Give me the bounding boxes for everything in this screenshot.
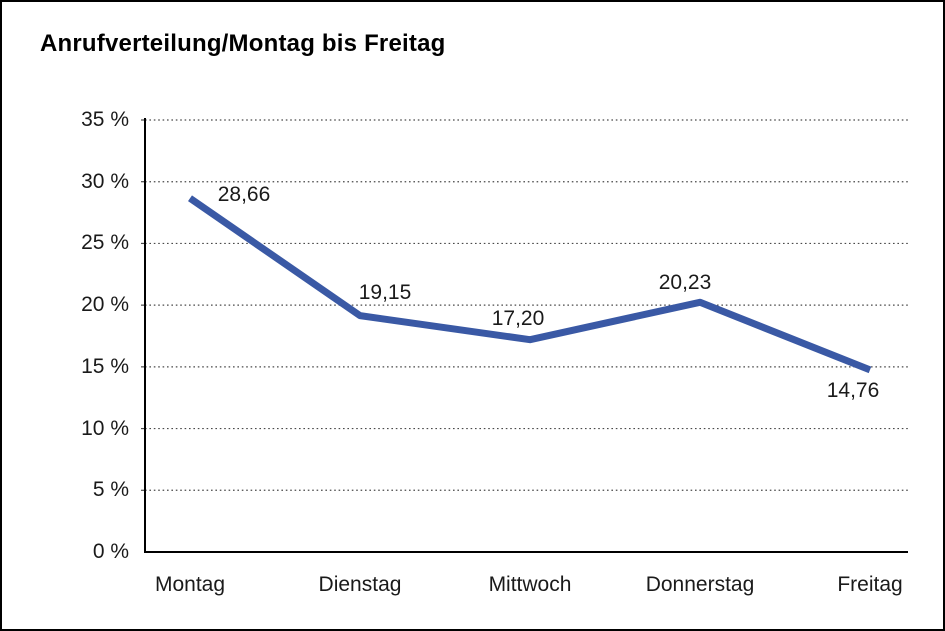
x-axis-label: Dienstag <box>318 573 402 596</box>
data-point-label: 19,15 <box>358 280 412 304</box>
y-axis-label: 0 % <box>92 540 129 563</box>
data-point-label: 28,66 <box>217 183 271 207</box>
y-axis-label: 15 % <box>81 354 129 378</box>
x-axis-label: Freitag <box>837 573 903 596</box>
chart-title: Anrufverteilung/Montag bis Freitag <box>40 30 446 57</box>
x-axis-label: Donnerstag <box>645 573 755 596</box>
y-axis-label: 20 % <box>81 293 129 317</box>
y-axis-label: 5 % <box>92 478 129 502</box>
series-line <box>188 195 872 374</box>
data-point-label: 17,20 <box>491 306 545 330</box>
y-axis-label: 10 % <box>81 416 129 440</box>
data-point-label: 20,23 <box>658 271 712 295</box>
x-axis-label: Montag <box>154 573 226 596</box>
y-axis-label: 30 % <box>81 169 129 193</box>
data-point-label: 14,76 <box>826 378 880 402</box>
x-axis-label: Mittwoch <box>488 573 572 596</box>
y-axis-label: 35 % <box>81 108 129 131</box>
y-axis-label: 25 % <box>81 231 129 255</box>
